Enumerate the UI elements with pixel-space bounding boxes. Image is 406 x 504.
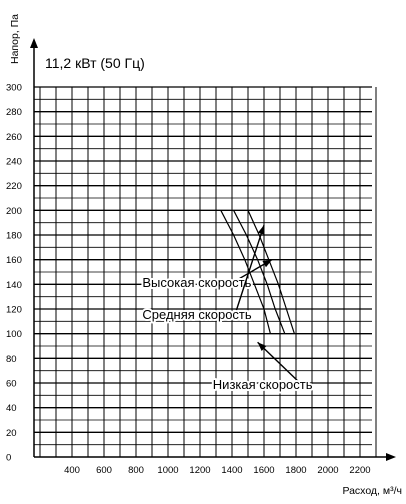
annotation-arrow-3 [257, 341, 301, 384]
y-tick-label: 100 [6, 329, 22, 340]
y-tick-label: 140 [6, 280, 22, 291]
x-tick-label: 1600 [253, 465, 274, 476]
y-tick-label: 160 [6, 255, 22, 266]
x-tick-label: 2200 [349, 465, 370, 476]
annotation-label-3: Низкая скорость [213, 377, 313, 392]
x-tick-label: 2000 [317, 465, 338, 476]
annotation-arrow-2 [234, 224, 265, 314]
axes [30, 38, 396, 461]
y-tick-label: 20 [6, 428, 17, 439]
y-tick-label: 260 [6, 132, 22, 143]
y-tick-label: 300 [6, 83, 22, 94]
y-tick-label: 0 [6, 453, 11, 464]
y-tick-label: 180 [6, 231, 22, 242]
labels-group: 0 20 40 60 80 100 120 140 160 180 200 220 240 260 280 3… [6, 14, 402, 497]
chart-title: 11,2 кВт (50 Гц) [45, 55, 145, 71]
y-tick-label: 80 [6, 354, 17, 365]
annotation-arrowhead-3 [257, 342, 267, 352]
x-axis-arrow [386, 453, 396, 461]
x-tick-label: 400 [64, 465, 80, 476]
y-axis-arrow [30, 38, 38, 48]
y-tick-label: 120 [6, 305, 22, 316]
y-tick-label: 280 [6, 107, 22, 118]
y-axis-label: Напор, Па [9, 14, 21, 64]
y-tick-label: 40 [6, 403, 17, 414]
grid [34, 86, 377, 457]
annotation-label-2: Средняя скорость [142, 307, 251, 322]
annotation-arrowhead-1 [262, 259, 272, 268]
x-tick-label: 1400 [221, 465, 242, 476]
x-tick-label: 600 [96, 465, 112, 476]
y-tick-label: 220 [6, 181, 22, 192]
annotation-label-1: Высокая скорость [142, 275, 251, 290]
series-line-2 [233, 210, 286, 334]
series-line-3 [247, 210, 295, 334]
x-tick-label: 800 [128, 465, 144, 476]
y-tick-label: 200 [6, 206, 22, 217]
y-tick-label: 240 [6, 157, 22, 168]
x-axis-label: Расход, м³/ч [342, 485, 402, 497]
x-tick-label: 1000 [157, 465, 178, 476]
y-tick-label: 60 [6, 379, 17, 390]
x-tick-label: 1800 [285, 465, 306, 476]
x-tick-label: 1200 [189, 465, 210, 476]
annotation-arrowhead-2 [257, 225, 265, 235]
